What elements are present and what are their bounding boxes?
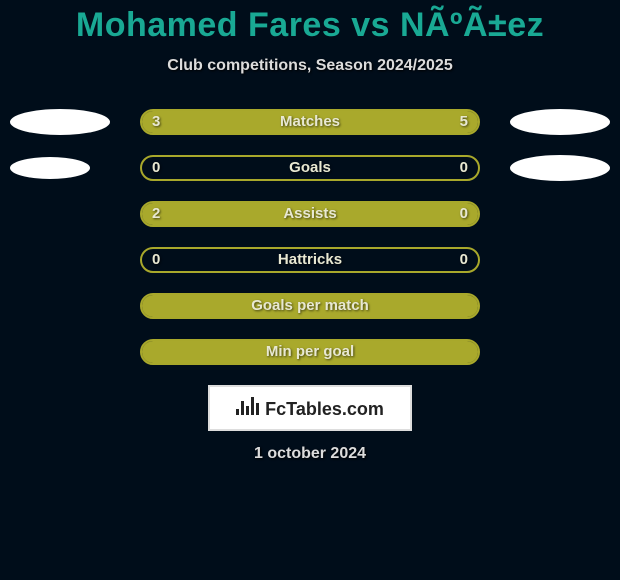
- bar-left-fill: [142, 341, 478, 363]
- stat-bar: 35Matches: [140, 109, 480, 135]
- logo-text: FcTables.com: [265, 399, 384, 420]
- stats-rows: 35Matches00Goals20Assists00HattricksGoal…: [0, 109, 620, 365]
- stat-row: 0 0Hattricks: [0, 247, 620, 273]
- stat-row: 0 0Goals: [0, 155, 620, 181]
- footer-date: 1 october 2024: [0, 445, 620, 463]
- right-value: 0: [450, 157, 478, 179]
- page-subtitle: Club competitions, Season 2024/2025: [0, 57, 620, 75]
- stat-label: Goals: [142, 157, 478, 179]
- bar-left-fill: [142, 203, 404, 225]
- stat-bar: Min per goal: [140, 339, 480, 365]
- left-bubble: [10, 157, 90, 179]
- right-bubble: [510, 109, 610, 135]
- fctables-logo: FcTables.com: [208, 385, 412, 431]
- stat-row: 35Matches: [0, 109, 620, 135]
- stat-row: Min per goal: [0, 339, 620, 365]
- stat-label: Hattricks: [142, 249, 478, 271]
- left-value: 0: [142, 157, 170, 179]
- stat-bar: 0 0Hattricks: [140, 247, 480, 273]
- bar-right-fill: [268, 111, 478, 133]
- right-value: 0: [450, 249, 478, 271]
- logo-suffix: Tables.com: [286, 399, 384, 419]
- bar-left-fill: [142, 295, 478, 317]
- right-bubble: [510, 155, 610, 181]
- stat-row: 20Assists: [0, 201, 620, 227]
- bar-left-fill: [142, 111, 268, 133]
- stat-bar: Goals per match: [140, 293, 480, 319]
- logo-prefix: Fc: [265, 399, 286, 419]
- page-title: Mohamed Fares vs NÃºÃ±ez: [0, 0, 620, 45]
- left-bubble: [10, 109, 110, 135]
- left-value: 0: [142, 249, 170, 271]
- stat-bar: 20Assists: [140, 201, 480, 227]
- bar-right-fill: [404, 203, 478, 225]
- chart-icon: [236, 397, 259, 415]
- stat-bar: 0 0Goals: [140, 155, 480, 181]
- stat-row: Goals per match: [0, 293, 620, 319]
